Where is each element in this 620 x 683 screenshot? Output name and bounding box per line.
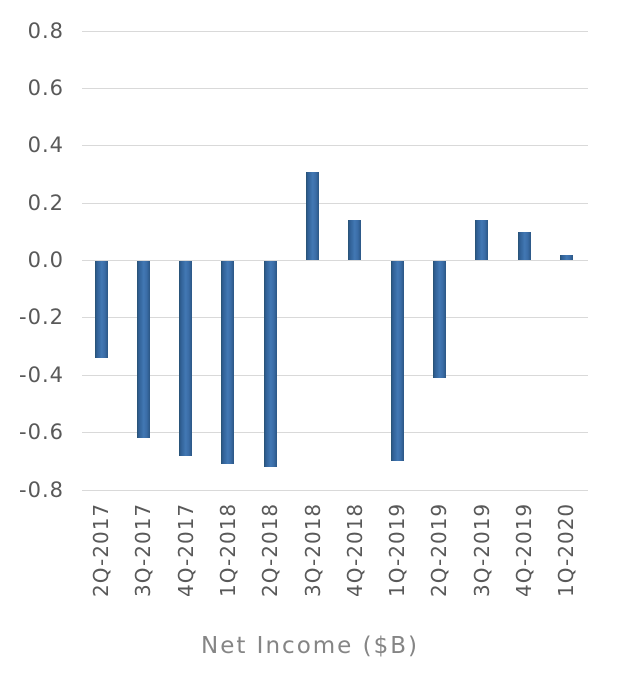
- x-tick-label: 1Q-2020: [554, 502, 579, 597]
- x-tick-label: 3Q-2018: [300, 502, 325, 597]
- gridline: [82, 202, 588, 204]
- y-tick-label: 0.6: [27, 75, 64, 100]
- gridline: [82, 317, 588, 319]
- y-tick-label: -0.4: [19, 362, 64, 387]
- bar-4Q-2019: [517, 231, 531, 261]
- x-tick-label: 1Q-2019: [385, 502, 410, 597]
- y-tick-label: 0.0: [27, 248, 64, 272]
- gridline: [82, 260, 588, 261]
- x-tick-label: 2Q-2019: [427, 502, 452, 597]
- x-tick-label: 4Q-2019: [512, 502, 536, 597]
- bar-3Q-2017: [136, 260, 150, 439]
- x-tick-label: 1Q-2018: [215, 502, 240, 597]
- x-tick-label: 4Q-2018: [342, 502, 367, 597]
- x-tick-label: 2Q-2018: [258, 502, 283, 597]
- y-tick-label: -0.6: [19, 420, 64, 445]
- y-tick-label: 0.4: [27, 133, 64, 158]
- bar-4Q-2017: [179, 260, 193, 456]
- bar-3Q-2018: [306, 171, 319, 261]
- bar-2Q-2018: [263, 260, 277, 467]
- gridline: [82, 87, 588, 89]
- x-tick-label: 4Q-2017: [173, 502, 198, 597]
- x-tick-label: 3Q-2017: [131, 502, 156, 597]
- y-tick-label: -0.2: [19, 305, 64, 330]
- bar-1Q-2020: [559, 254, 573, 261]
- bar-4Q-2018: [348, 220, 362, 261]
- x-tick-label: 2Q-2017: [89, 502, 113, 597]
- gridline: [82, 30, 588, 32]
- y-tick-label: 0.2: [27, 190, 64, 215]
- bar-2Q-2019: [432, 260, 446, 379]
- bar-2Q-2017: [94, 260, 108, 358]
- gridline: [82, 374, 588, 376]
- bar-1Q-2018: [221, 260, 235, 465]
- bar-3Q-2019: [475, 220, 489, 261]
- y-tick-label: -0.8: [19, 477, 64, 502]
- x-tick-label: 3Q-2019: [469, 502, 494, 597]
- x-axis-title: Net Income ($B): [201, 633, 419, 659]
- gridline: [82, 489, 588, 491]
- gridline: [82, 432, 588, 434]
- bar-1Q-2019: [390, 260, 404, 462]
- gridline: [82, 145, 588, 147]
- y-tick-label: 0.8: [27, 18, 64, 43]
